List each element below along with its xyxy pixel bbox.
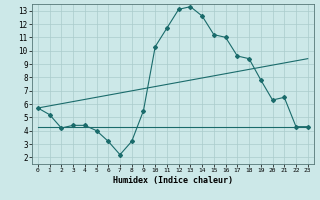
- X-axis label: Humidex (Indice chaleur): Humidex (Indice chaleur): [113, 176, 233, 185]
